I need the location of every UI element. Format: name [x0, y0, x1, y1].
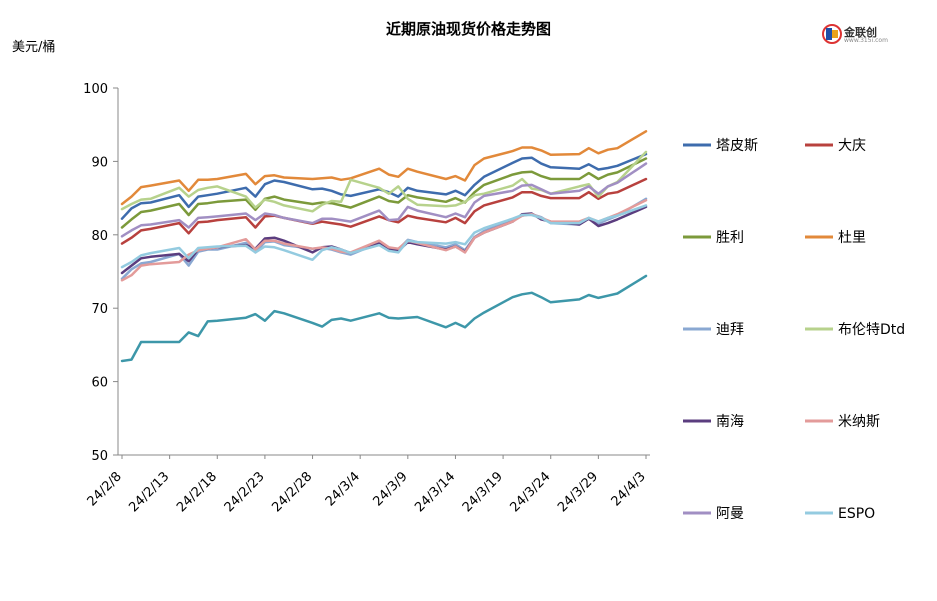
x-tick-label: 24/3/29 — [555, 469, 601, 515]
series-line-9 — [120, 162, 648, 238]
x-tick-label: 24/3/4 — [323, 469, 363, 509]
y-axis-unit-label: 美元/桶 — [12, 40, 56, 55]
brand-logo-icon — [822, 24, 842, 44]
series-line-2 — [120, 177, 648, 245]
x-tick-label: 24/2/18 — [174, 469, 220, 515]
x-tick-label: 24/3/24 — [508, 469, 554, 515]
x-tick-label: 24/2/28 — [269, 469, 315, 515]
legend-label: 塔皮斯 — [716, 138, 758, 154]
series-line-10 — [120, 204, 648, 269]
legend-label: 大庆 — [838, 138, 866, 154]
series-lines — [120, 130, 648, 363]
legend-label: 杜里 — [838, 230, 866, 246]
brand-name: 金联创 — [844, 26, 877, 39]
y-tick-label: 60 — [91, 376, 108, 391]
legend-label: 米纳斯 — [838, 414, 880, 430]
brand-url: www.315i.com — [844, 37, 888, 44]
series-line-1 — [120, 152, 648, 220]
series-line-3 — [120, 157, 648, 229]
y-tick-label: 100 — [83, 82, 108, 97]
y-tick-label: 90 — [91, 155, 108, 170]
legend-label: 胜利 — [716, 230, 744, 246]
chart-axes: 50 60 70 80 90 100 24/2/8 24/2/13 24/2/18 24/2/23… — [83, 82, 650, 515]
x-tick-label: 24/3/14 — [412, 469, 458, 515]
x-tick-label: 24/4/3 — [609, 469, 649, 509]
x-tick-label: 24/3/19 — [460, 469, 506, 515]
legend-label: ESPO — [838, 506, 875, 522]
y-tick-label: 80 — [91, 229, 108, 244]
x-tick-label: 24/2/8 — [85, 469, 125, 509]
x-tick-label: 24/2/13 — [126, 469, 172, 515]
y-tick-label: 70 — [91, 302, 108, 317]
series-line-11 — [120, 274, 648, 363]
brand-logo: 金联创 www.315i.com — [818, 20, 898, 48]
x-tick-label: 24/3/9 — [370, 469, 410, 509]
legend-label: 南海 — [716, 414, 744, 430]
x-tick-label: 24/2/23 — [222, 469, 268, 515]
y-tick-label: 50 — [91, 449, 108, 464]
series-line-4 — [120, 130, 648, 206]
series-line-8 — [120, 199, 648, 282]
legend-label: 迪拜 — [716, 322, 744, 338]
chart-title: 近期原油现货价格走势图 — [385, 20, 551, 38]
series-line-6 — [120, 150, 648, 213]
series-line-5 — [120, 197, 648, 281]
legend-label: 布伦特Dtd — [838, 322, 905, 338]
legend-label: 阿曼 — [716, 506, 744, 522]
